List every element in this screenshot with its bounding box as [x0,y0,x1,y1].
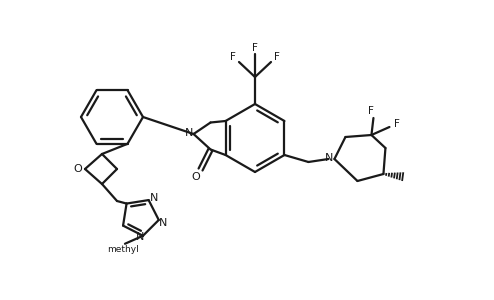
Text: methyl: methyl [107,245,139,254]
Text: O: O [74,164,82,174]
Text: F: F [274,52,280,62]
Text: F: F [252,43,258,53]
Text: N: N [136,232,144,242]
Text: N: N [159,218,167,228]
Text: F: F [368,106,373,116]
Text: N: N [185,128,194,138]
Text: O: O [191,172,200,182]
Text: N: N [325,153,333,163]
Text: F: F [394,119,399,129]
Text: N: N [150,193,158,203]
Text: F: F [230,52,236,62]
